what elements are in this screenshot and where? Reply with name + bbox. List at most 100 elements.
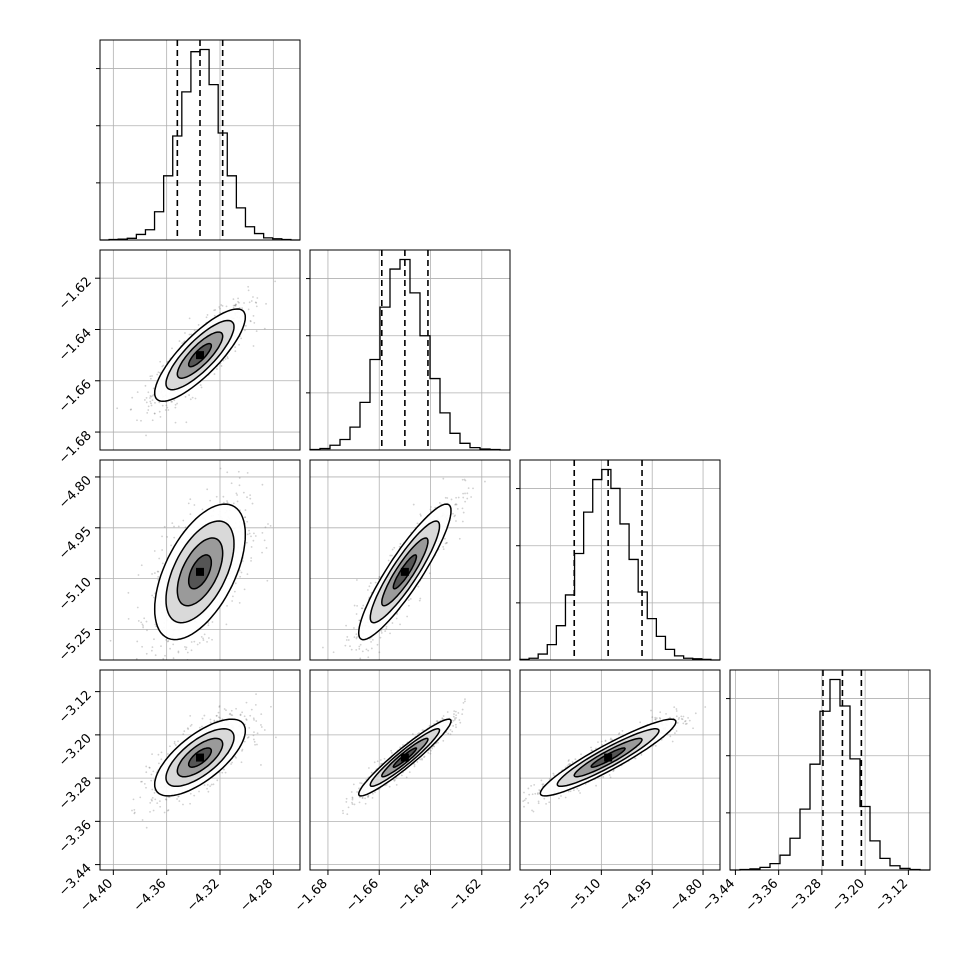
sample-point <box>235 707 237 710</box>
sample-point <box>351 798 354 801</box>
sample-point <box>174 403 177 406</box>
sample-point <box>455 714 458 717</box>
density-peak <box>400 567 409 576</box>
sample-point <box>244 516 246 519</box>
sample-point <box>393 779 396 782</box>
sample-point <box>650 709 652 712</box>
sample-point <box>182 803 184 806</box>
sample-point <box>567 763 570 766</box>
sample-point <box>211 621 214 623</box>
sample-point <box>133 811 136 814</box>
sample-point <box>166 406 169 409</box>
sample-point <box>453 713 455 715</box>
sample-point <box>252 717 255 720</box>
scatter-panel-3-1 <box>309 669 511 871</box>
sample-point <box>252 738 255 741</box>
sample-point <box>254 301 257 304</box>
sample-point <box>458 537 461 540</box>
sample-point <box>213 719 216 722</box>
sample-point <box>172 657 175 660</box>
sample-point <box>407 604 410 607</box>
sample-point <box>246 496 248 499</box>
sample-point <box>143 617 146 620</box>
sample-point <box>684 723 687 725</box>
sample-point <box>166 640 169 643</box>
histogram-step <box>730 678 930 871</box>
sample-point <box>164 798 167 801</box>
sample-point <box>207 624 210 627</box>
sample-point <box>365 648 368 651</box>
scatter-panel-2-0 <box>99 459 301 661</box>
sample-point <box>158 401 161 404</box>
sample-point <box>153 791 156 794</box>
sample-point <box>453 710 456 713</box>
sample-point <box>345 797 348 800</box>
sample-point <box>244 509 247 511</box>
sample-point <box>150 395 153 398</box>
sample-point <box>399 623 401 626</box>
sample-point <box>361 797 364 799</box>
sample-point <box>576 787 579 790</box>
sample-point <box>379 636 382 639</box>
sample-point <box>149 377 152 380</box>
sample-point <box>390 554 393 557</box>
sample-point <box>232 298 235 301</box>
sample-point <box>247 308 250 311</box>
sample-point <box>198 642 201 644</box>
sample-point <box>256 297 259 299</box>
sample-point <box>400 774 403 777</box>
sample-point <box>609 738 612 741</box>
sample-point <box>226 356 229 358</box>
sample-point <box>464 698 466 701</box>
sample-point <box>166 536 169 538</box>
sample-point <box>452 512 454 515</box>
sample-point <box>462 701 465 704</box>
panel-frame <box>309 459 511 661</box>
sample-point <box>442 715 445 717</box>
sample-point <box>669 716 671 719</box>
sample-point <box>213 314 216 317</box>
sample-point <box>252 539 255 542</box>
sample-point <box>148 766 151 769</box>
sample-point <box>267 523 269 525</box>
sample-point <box>130 408 133 411</box>
sample-point <box>191 396 194 399</box>
sample-point <box>454 514 457 517</box>
panel-frame <box>519 459 721 661</box>
sample-point <box>152 809 155 812</box>
sample-point <box>167 640 170 642</box>
sample-point <box>215 714 218 717</box>
sample-point <box>244 325 247 327</box>
sample-point <box>207 637 210 639</box>
sample-point <box>163 525 166 528</box>
sample-point <box>165 638 167 641</box>
sample-point <box>446 541 448 544</box>
sample-point <box>222 359 225 362</box>
sample-point <box>206 783 209 786</box>
sample-point <box>275 736 277 739</box>
sample-point <box>230 709 233 712</box>
sample-point <box>359 643 362 646</box>
sample-point <box>376 760 379 763</box>
sample-point <box>655 717 658 720</box>
sample-point <box>442 546 445 548</box>
sample-point <box>196 643 199 646</box>
sample-point <box>265 302 267 305</box>
sample-point <box>169 647 171 650</box>
panel-frame <box>99 249 301 451</box>
sample-point <box>218 706 221 708</box>
sample-point <box>384 630 387 632</box>
sample-point <box>373 761 376 764</box>
sample-point <box>246 471 249 474</box>
sample-point <box>137 620 140 622</box>
sample-point <box>173 399 176 402</box>
sample-point <box>353 636 356 639</box>
sample-point <box>142 626 145 629</box>
sample-point <box>209 499 212 502</box>
sample-point <box>173 740 176 743</box>
sample-point <box>223 768 225 771</box>
sample-point <box>455 726 457 729</box>
sample-point <box>159 805 162 808</box>
sample-point <box>367 649 370 652</box>
